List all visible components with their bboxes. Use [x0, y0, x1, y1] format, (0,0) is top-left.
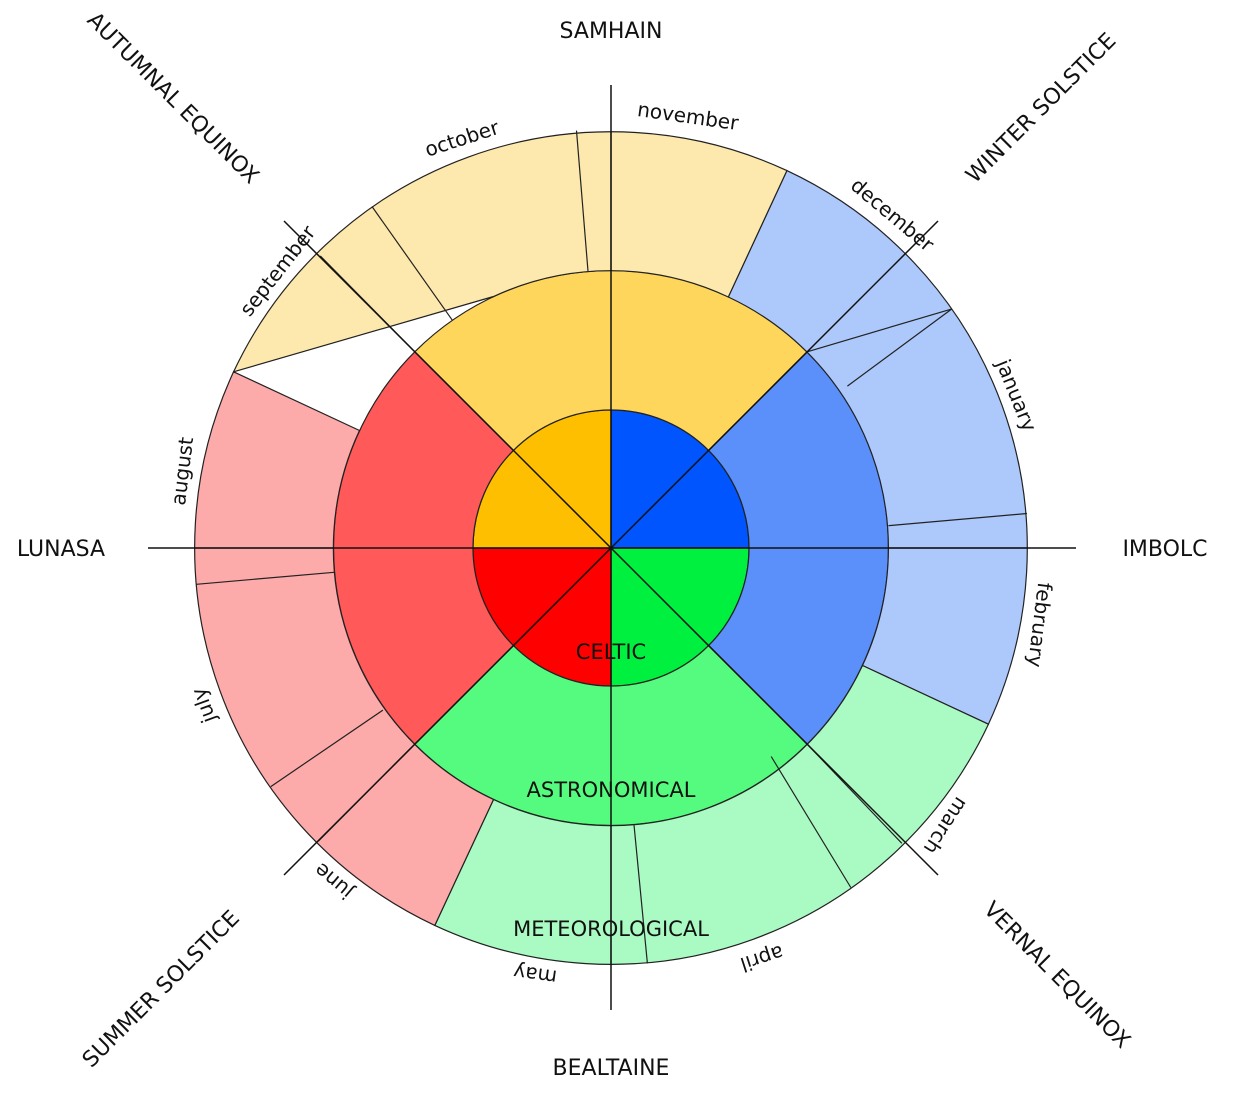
label-summer-solstice: SUMMER SOLSTICE	[78, 906, 245, 1073]
month-divider	[575, 130, 589, 272]
label-meteorological: METEOROLOGICAL	[513, 917, 709, 941]
month-divider	[270, 709, 384, 788]
label-february: february	[1023, 581, 1057, 669]
month-divider	[770, 756, 852, 888]
month-divider	[371, 206, 453, 321]
axes	[148, 85, 1076, 1010]
month-divider	[633, 824, 648, 964]
month-divider	[888, 512, 1028, 527]
label-autumnal-equinox: AUTUMNAL EQUINOX	[82, 8, 264, 190]
diagonal-axis-se	[610, 547, 939, 876]
meteorological-winter-segment	[727, 169, 1028, 725]
label-bealtaine: BEALTAINE	[553, 1056, 670, 1081]
label-vernal-equinox: VERNAL EQUINOX	[978, 897, 1134, 1053]
diagonal-axis-nw	[283, 220, 612, 549]
meteorological-ring	[194, 131, 1028, 965]
month-divider	[196, 571, 335, 585]
label-july: july	[186, 684, 221, 727]
label-imbolc: IMBOLC	[1122, 537, 1207, 562]
label-astronomical: ASTRONOMICAL	[527, 778, 696, 802]
label-august: august	[166, 436, 198, 507]
label-april: april	[737, 940, 787, 977]
meteorological-autumn-segment	[232, 131, 788, 373]
label-winter-solstice: WINTER SOLSTICE	[961, 28, 1121, 188]
label-lunasa: LUNASA	[17, 537, 105, 562]
diagonal-axis-sw	[283, 547, 612, 876]
label-celtic: CELTIC	[576, 640, 646, 664]
month-divider	[807, 308, 953, 353]
month-divider	[847, 308, 953, 387]
diagonal-axis-ne	[610, 220, 939, 549]
label-november: november	[636, 97, 741, 135]
label-may: may	[512, 960, 559, 990]
meteorological-spring-segment	[434, 664, 990, 965]
meteorological-summer-segment	[194, 371, 495, 927]
label-samhain: SAMHAIN	[560, 19, 663, 44]
